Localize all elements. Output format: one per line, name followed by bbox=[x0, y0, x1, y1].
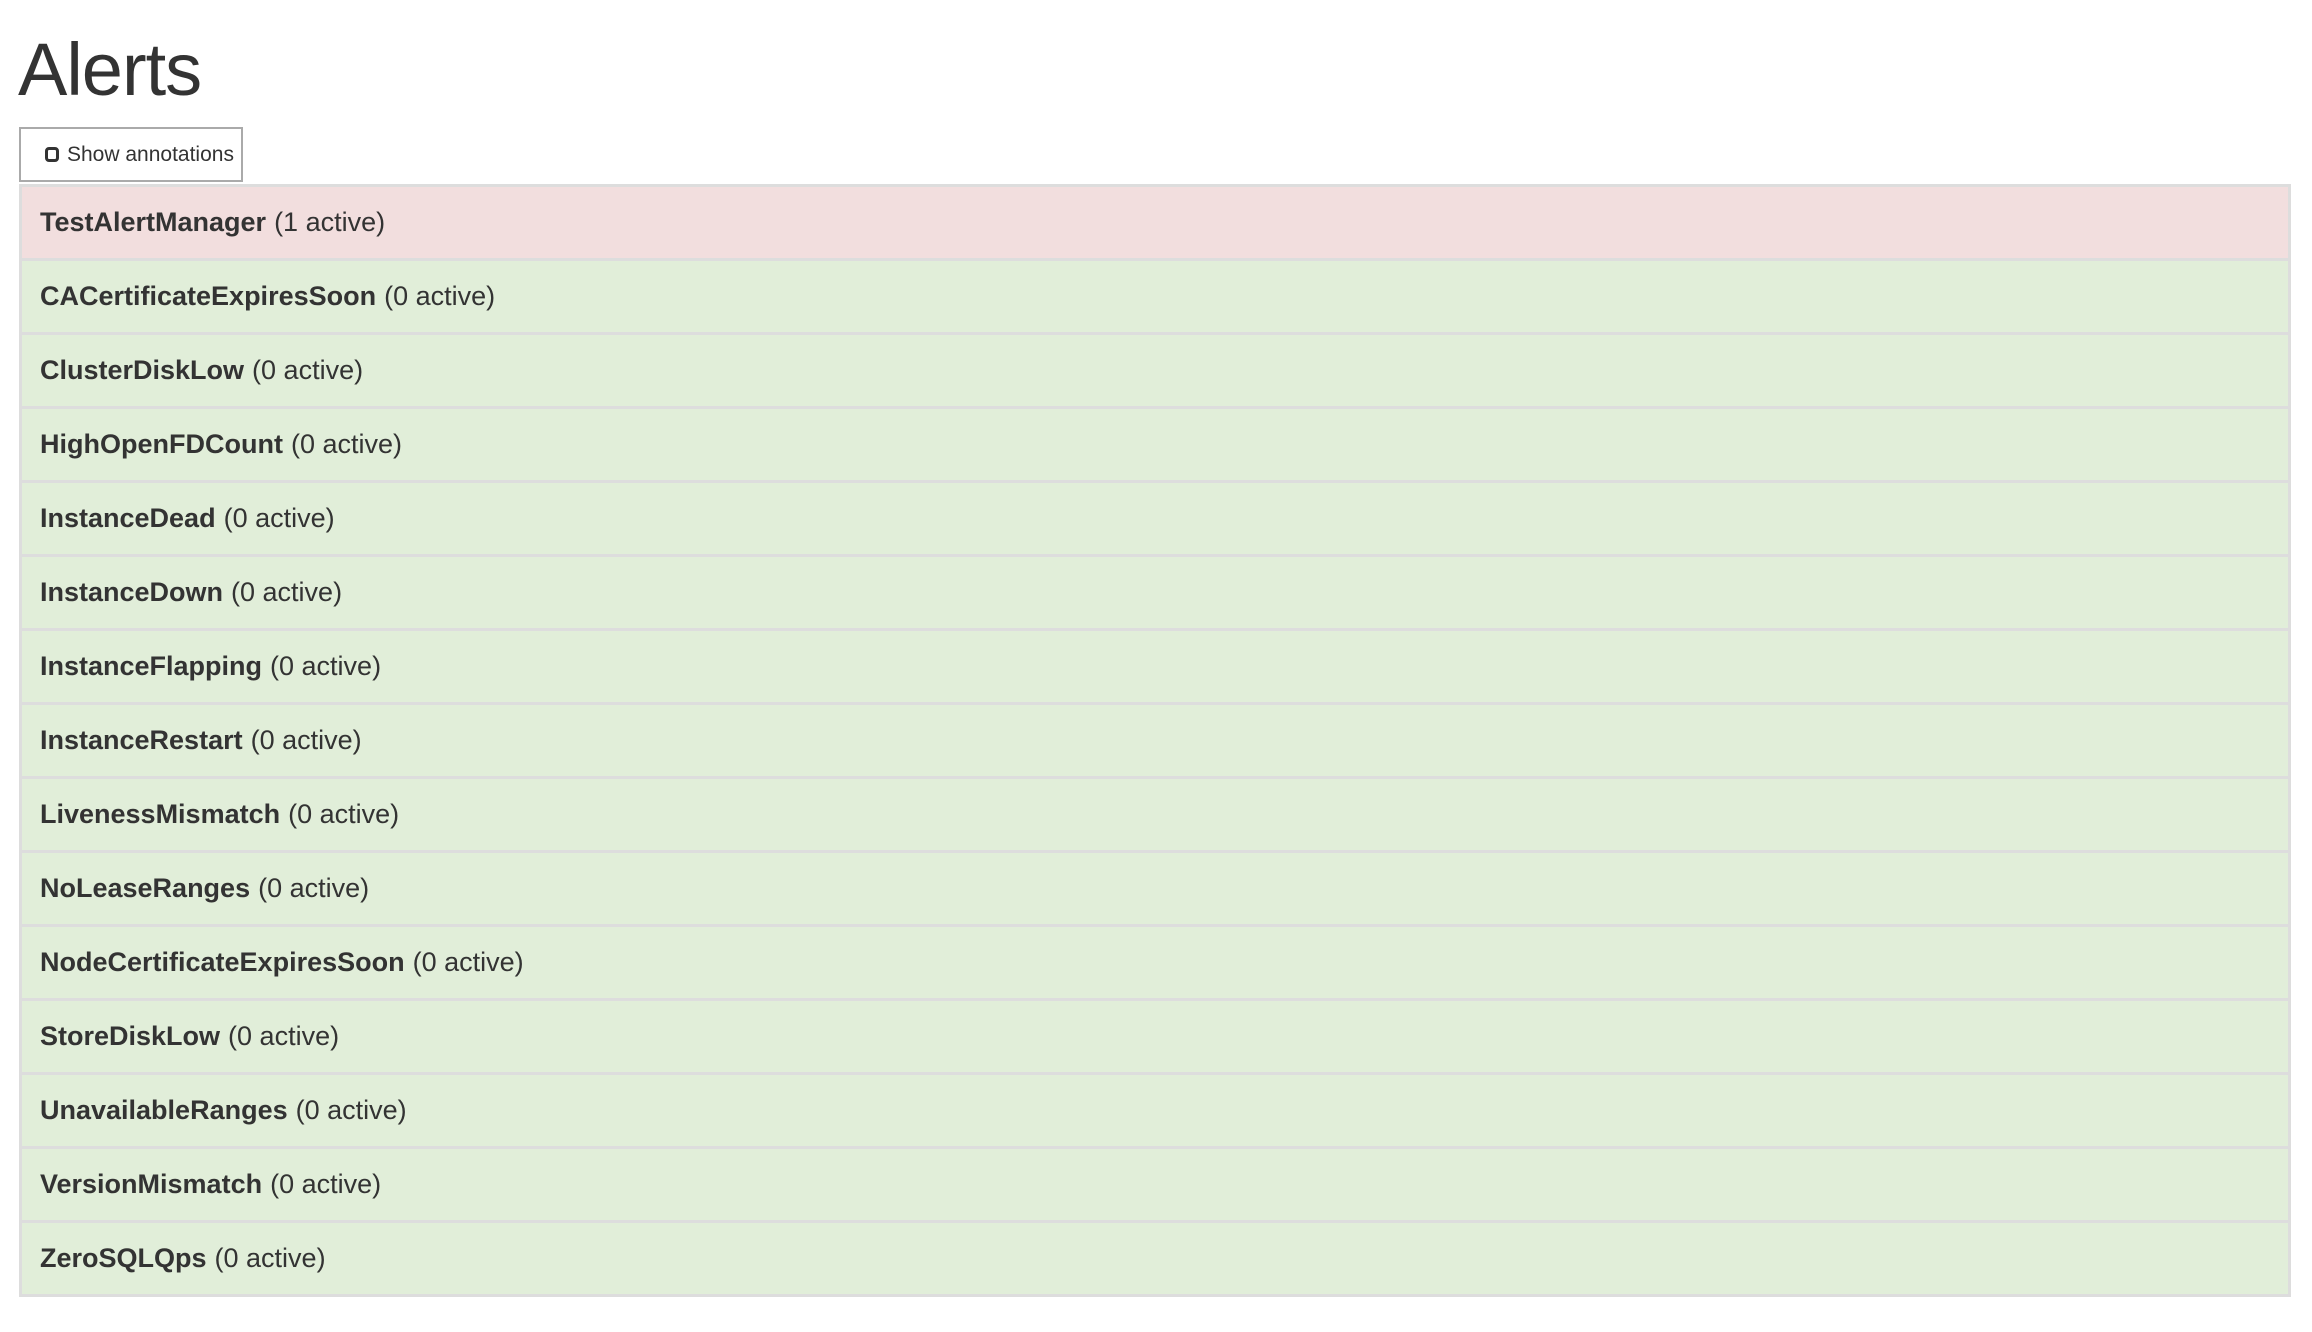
alert-row[interactable]: ZeroSQLQps (0 active) bbox=[22, 1220, 2288, 1294]
alert-name: HighOpenFDCount bbox=[40, 429, 283, 459]
alert-row[interactable]: InstanceDead (0 active) bbox=[22, 480, 2288, 554]
checkbox-icon[interactable] bbox=[45, 147, 59, 162]
page-title: Alerts bbox=[18, 28, 202, 111]
alert-active-count: (0 active) bbox=[384, 281, 496, 311]
alert-row[interactable]: UnavailableRanges (0 active) bbox=[22, 1072, 2288, 1146]
alert-active-count: (0 active) bbox=[270, 651, 382, 681]
alert-name: CACertificateExpiresSoon bbox=[40, 281, 377, 311]
alert-active-count: (0 active) bbox=[223, 503, 335, 533]
alert-row[interactable]: TestAlertManager (1 active) bbox=[22, 187, 2288, 258]
alert-name: InstanceFlapping bbox=[40, 651, 263, 681]
alert-name: ZeroSQLQps bbox=[40, 1243, 207, 1273]
alert-active-count: (0 active) bbox=[412, 947, 524, 977]
show-annotations-button[interactable]: Show annotations bbox=[19, 127, 243, 182]
alert-row[interactable]: InstanceRestart (0 active) bbox=[22, 702, 2288, 776]
alert-active-count: (0 active) bbox=[250, 725, 362, 755]
alert-name: UnavailableRanges bbox=[40, 1095, 288, 1125]
alert-active-count: (0 active) bbox=[270, 1169, 382, 1199]
alert-row[interactable]: NodeCertificateExpiresSoon (0 active) bbox=[22, 924, 2288, 998]
alert-row[interactable]: VersionMismatch (0 active) bbox=[22, 1146, 2288, 1220]
alert-active-count: (0 active) bbox=[290, 429, 402, 459]
alert-active-count: (0 active) bbox=[295, 1095, 407, 1125]
alert-name: VersionMismatch bbox=[40, 1169, 263, 1199]
alert-name: StoreDiskLow bbox=[40, 1021, 221, 1051]
alert-active-count: (0 active) bbox=[231, 577, 343, 607]
alert-row[interactable]: NoLeaseRanges (0 active) bbox=[22, 850, 2288, 924]
show-annotations-label: Show annotations bbox=[67, 142, 234, 166]
alert-active-count: (0 active) bbox=[258, 873, 370, 903]
alert-row[interactable]: InstanceFlapping (0 active) bbox=[22, 628, 2288, 702]
alert-active-count: (0 active) bbox=[228, 1021, 340, 1051]
alert-name: NodeCertificateExpiresSoon bbox=[40, 947, 405, 977]
alert-name: InstanceDead bbox=[40, 503, 216, 533]
alert-name: TestAlertManager bbox=[40, 207, 267, 237]
alert-name: InstanceDown bbox=[40, 577, 224, 607]
alert-active-count: (1 active) bbox=[274, 207, 386, 237]
alert-row[interactable]: InstanceDown (0 active) bbox=[22, 554, 2288, 628]
alert-name: NoLeaseRanges bbox=[40, 873, 251, 903]
alert-row[interactable]: StoreDiskLow (0 active) bbox=[22, 998, 2288, 1072]
alert-name: ClusterDiskLow bbox=[40, 355, 245, 385]
alert-active-count: (0 active) bbox=[252, 355, 364, 385]
alert-row[interactable]: LivenessMismatch (0 active) bbox=[22, 776, 2288, 850]
alert-list: TestAlertManager (1 active) CACertificateE… bbox=[19, 184, 2291, 1297]
alert-name: InstanceRestart bbox=[40, 725, 243, 755]
alert-name: LivenessMismatch bbox=[40, 799, 281, 829]
alert-row[interactable]: HighOpenFDCount (0 active) bbox=[22, 406, 2288, 480]
alert-active-count: (0 active) bbox=[288, 799, 400, 829]
alert-row[interactable]: CACertificateExpiresSoon (0 active) bbox=[22, 258, 2288, 332]
alert-row[interactable]: ClusterDiskLow (0 active) bbox=[22, 332, 2288, 406]
alert-active-count: (0 active) bbox=[214, 1243, 326, 1273]
